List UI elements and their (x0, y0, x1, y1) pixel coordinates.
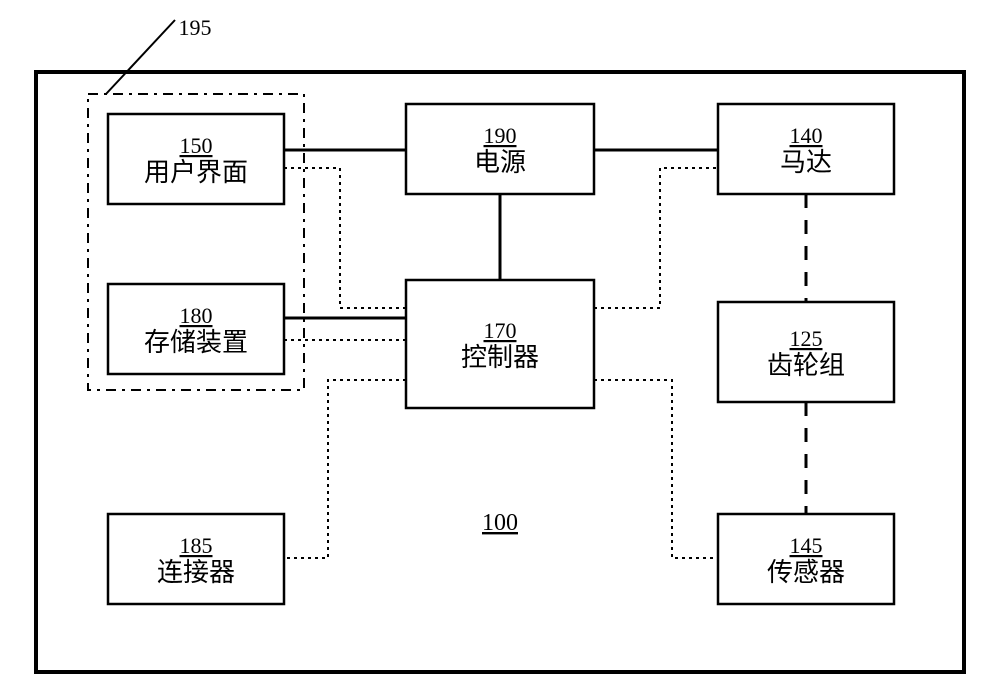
node-ui-number: 150 (180, 133, 213, 158)
edge-dotted-ctrl-connector (284, 380, 406, 558)
node-connector: 185连接器 (108, 514, 284, 604)
edge-dotted-ctrl-motor (594, 168, 718, 308)
node-power-label: 电源 (474, 148, 526, 177)
node-gear-number: 125 (790, 326, 823, 351)
node-ctrl: 170控制器 (406, 280, 594, 408)
node-ui: 150用户界面 (108, 114, 284, 204)
callout-leader-line (106, 20, 175, 94)
node-connector-label: 连接器 (157, 558, 235, 587)
node-ctrl-number: 170 (484, 318, 517, 343)
node-sensor-label: 传感器 (767, 558, 845, 587)
edge-dotted-ctrl-sensor (594, 380, 718, 558)
node-connector-number: 185 (180, 533, 213, 558)
node-gear-label: 齿轮组 (767, 351, 845, 380)
node-storage-label: 存储装置 (144, 328, 248, 357)
node-power-number: 190 (484, 123, 517, 148)
node-ui-label: 用户界面 (144, 158, 248, 187)
edge-dotted-ctrl-ui (284, 168, 406, 308)
callout-label: 195 (179, 15, 212, 40)
node-sensor-number: 145 (790, 533, 823, 558)
node-motor: 140马达 (718, 104, 894, 194)
node-motor-label: 马达 (780, 148, 832, 177)
node-motor-number: 140 (790, 123, 823, 148)
diagram-canvas: 195 150用户界面 180存储装置 185连接器 190电源 170控制器 140马达… (0, 0, 1000, 694)
node-storage: 180存储装置 (108, 284, 284, 374)
node-gear: 125齿轮组 (718, 302, 894, 402)
node-ctrl-label: 控制器 (461, 343, 539, 372)
system-label: 100 (482, 510, 518, 536)
node-power: 190电源 (406, 104, 594, 194)
node-sensor: 145传感器 (718, 514, 894, 604)
node-storage-number: 180 (180, 303, 213, 328)
